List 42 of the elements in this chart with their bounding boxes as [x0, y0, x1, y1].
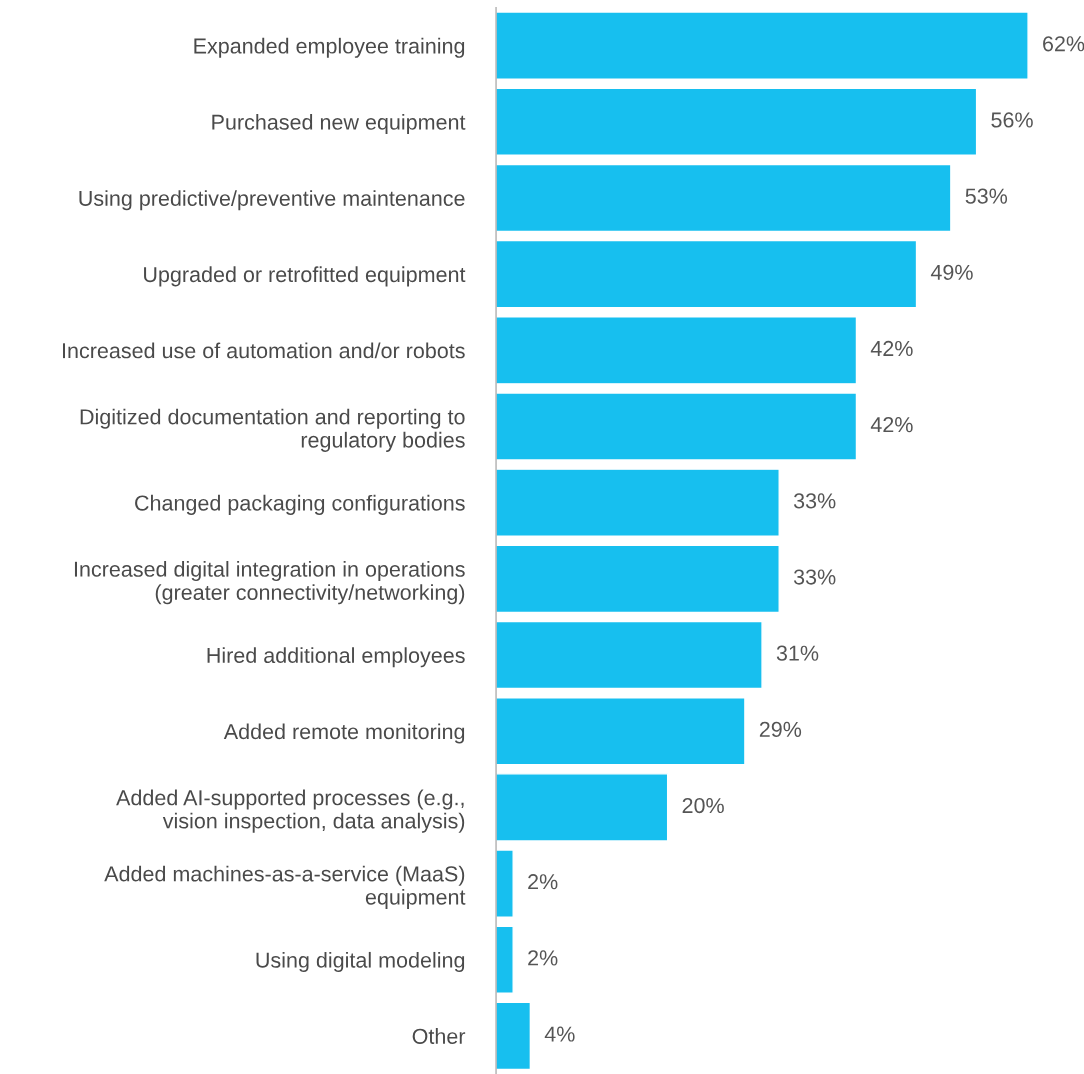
data-label: 20%	[682, 797, 724, 814]
data-label: 31%	[776, 645, 819, 661]
y-tick-label: Changed packaging configurations	[135, 494, 465, 515]
bar	[496, 316, 858, 385]
data-label: 4%	[544, 1026, 575, 1042]
data-label: 56%	[991, 112, 1033, 128]
bar	[496, 239, 918, 309]
y-tick-label: Expanded employee training	[194, 37, 465, 58]
bar	[496, 925, 514, 994]
bar	[496, 696, 746, 766]
data-label: 2%	[528, 950, 558, 966]
y-tick-label: Upgraded or retrofitted equipment	[144, 266, 466, 287]
data-label: 49%	[930, 264, 973, 280]
y-tick-label: Hired additional employees	[207, 647, 465, 668]
y-tick-label: Digitized documentation and reporting to regulatory bodies	[80, 408, 465, 452]
bar	[496, 87, 978, 156]
data-label: 53%	[965, 188, 1008, 204]
y-tick-label: Other	[412, 1028, 466, 1044]
data-label: 33%	[793, 493, 836, 509]
y-tick-label: Added remote monitoring	[223, 723, 465, 744]
y-tick-label: Added machines-as-a-service (MaaS) equipment	[104, 865, 466, 909]
y-tick-label: Increased digital integration in operations (greater connectivity/networking)	[74, 561, 465, 605]
data-label: 2%	[528, 874, 558, 890]
bar	[496, 544, 780, 614]
bar	[496, 163, 952, 233]
y-tick-label: Using digital modeling	[256, 951, 465, 972]
bar	[496, 392, 858, 461]
y-tick-label: Added AI-supported processes (e.g., vision inspection, data analysis)	[116, 789, 465, 833]
data-label: 42%	[870, 417, 913, 433]
y-tick-label: Purchased new equipment	[212, 113, 466, 135]
bar	[496, 620, 763, 690]
y-tick-label: Using predictive/preventive maintenance	[79, 190, 465, 211]
bar	[496, 849, 514, 918]
data-label: 42%	[870, 340, 913, 357]
bar	[496, 1001, 532, 1071]
bar	[496, 11, 1029, 80]
bar	[496, 773, 669, 842]
y-tick-label: Increased use of automation and/or robots	[63, 342, 465, 359]
bar	[496, 468, 780, 537]
data-label: 29%	[759, 721, 802, 737]
data-label: 33%	[793, 569, 836, 585]
data-label: 62%	[1043, 36, 1084, 52]
